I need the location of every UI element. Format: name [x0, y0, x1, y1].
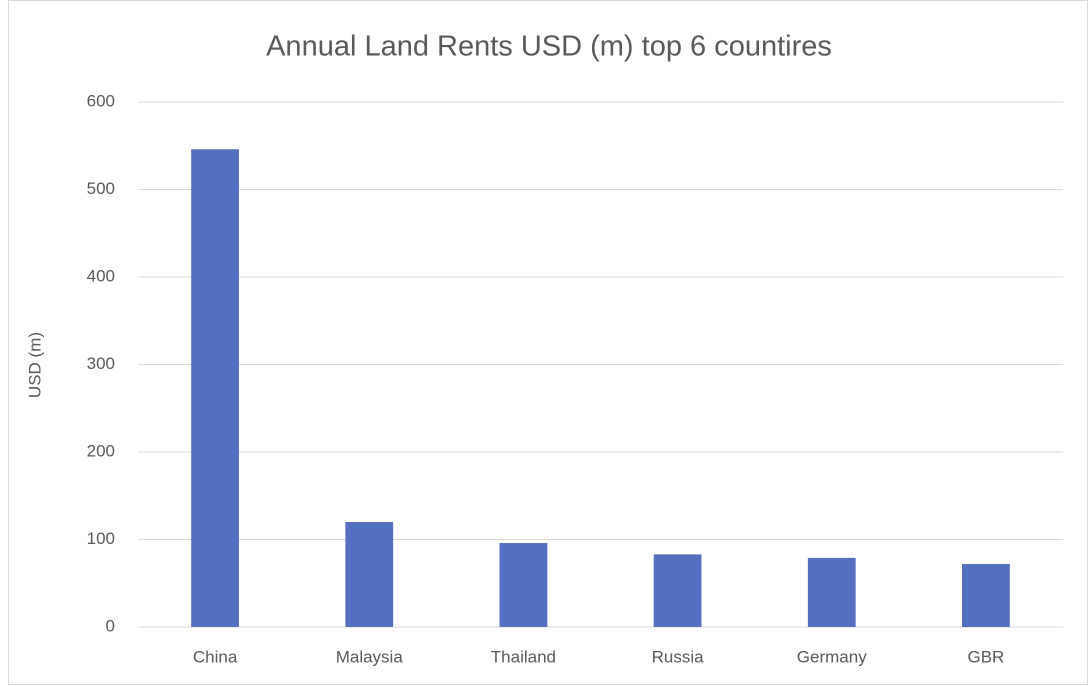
bar [191, 149, 239, 627]
y-tick-label: 500 [87, 179, 115, 198]
bar [499, 543, 548, 627]
y-tick-label: 600 [87, 91, 115, 110]
y-axis-label: USD (m) [25, 332, 44, 398]
bar [345, 522, 394, 627]
bar [807, 557, 856, 627]
bar [653, 554, 702, 627]
bar [962, 564, 1010, 627]
x-tick-label: China [193, 647, 238, 666]
y-tick-label: 200 [87, 441, 115, 460]
chart-frame [8, 0, 1088, 685]
x-tick-label: Malaysia [336, 647, 404, 666]
x-tick-label: Germany [797, 647, 867, 666]
y-tick-label: 0 [106, 616, 115, 635]
x-tick-label: GBR [967, 647, 1004, 666]
x-tick-label: Thailand [491, 647, 556, 666]
x-tick-label: Russia [652, 647, 705, 666]
chart-title: Annual Land Rents USD (m) top 6 countire… [266, 31, 832, 63]
y-tick-label: 300 [87, 354, 115, 373]
y-tick-label: 100 [87, 529, 115, 548]
y-tick-label: 400 [87, 266, 115, 285]
